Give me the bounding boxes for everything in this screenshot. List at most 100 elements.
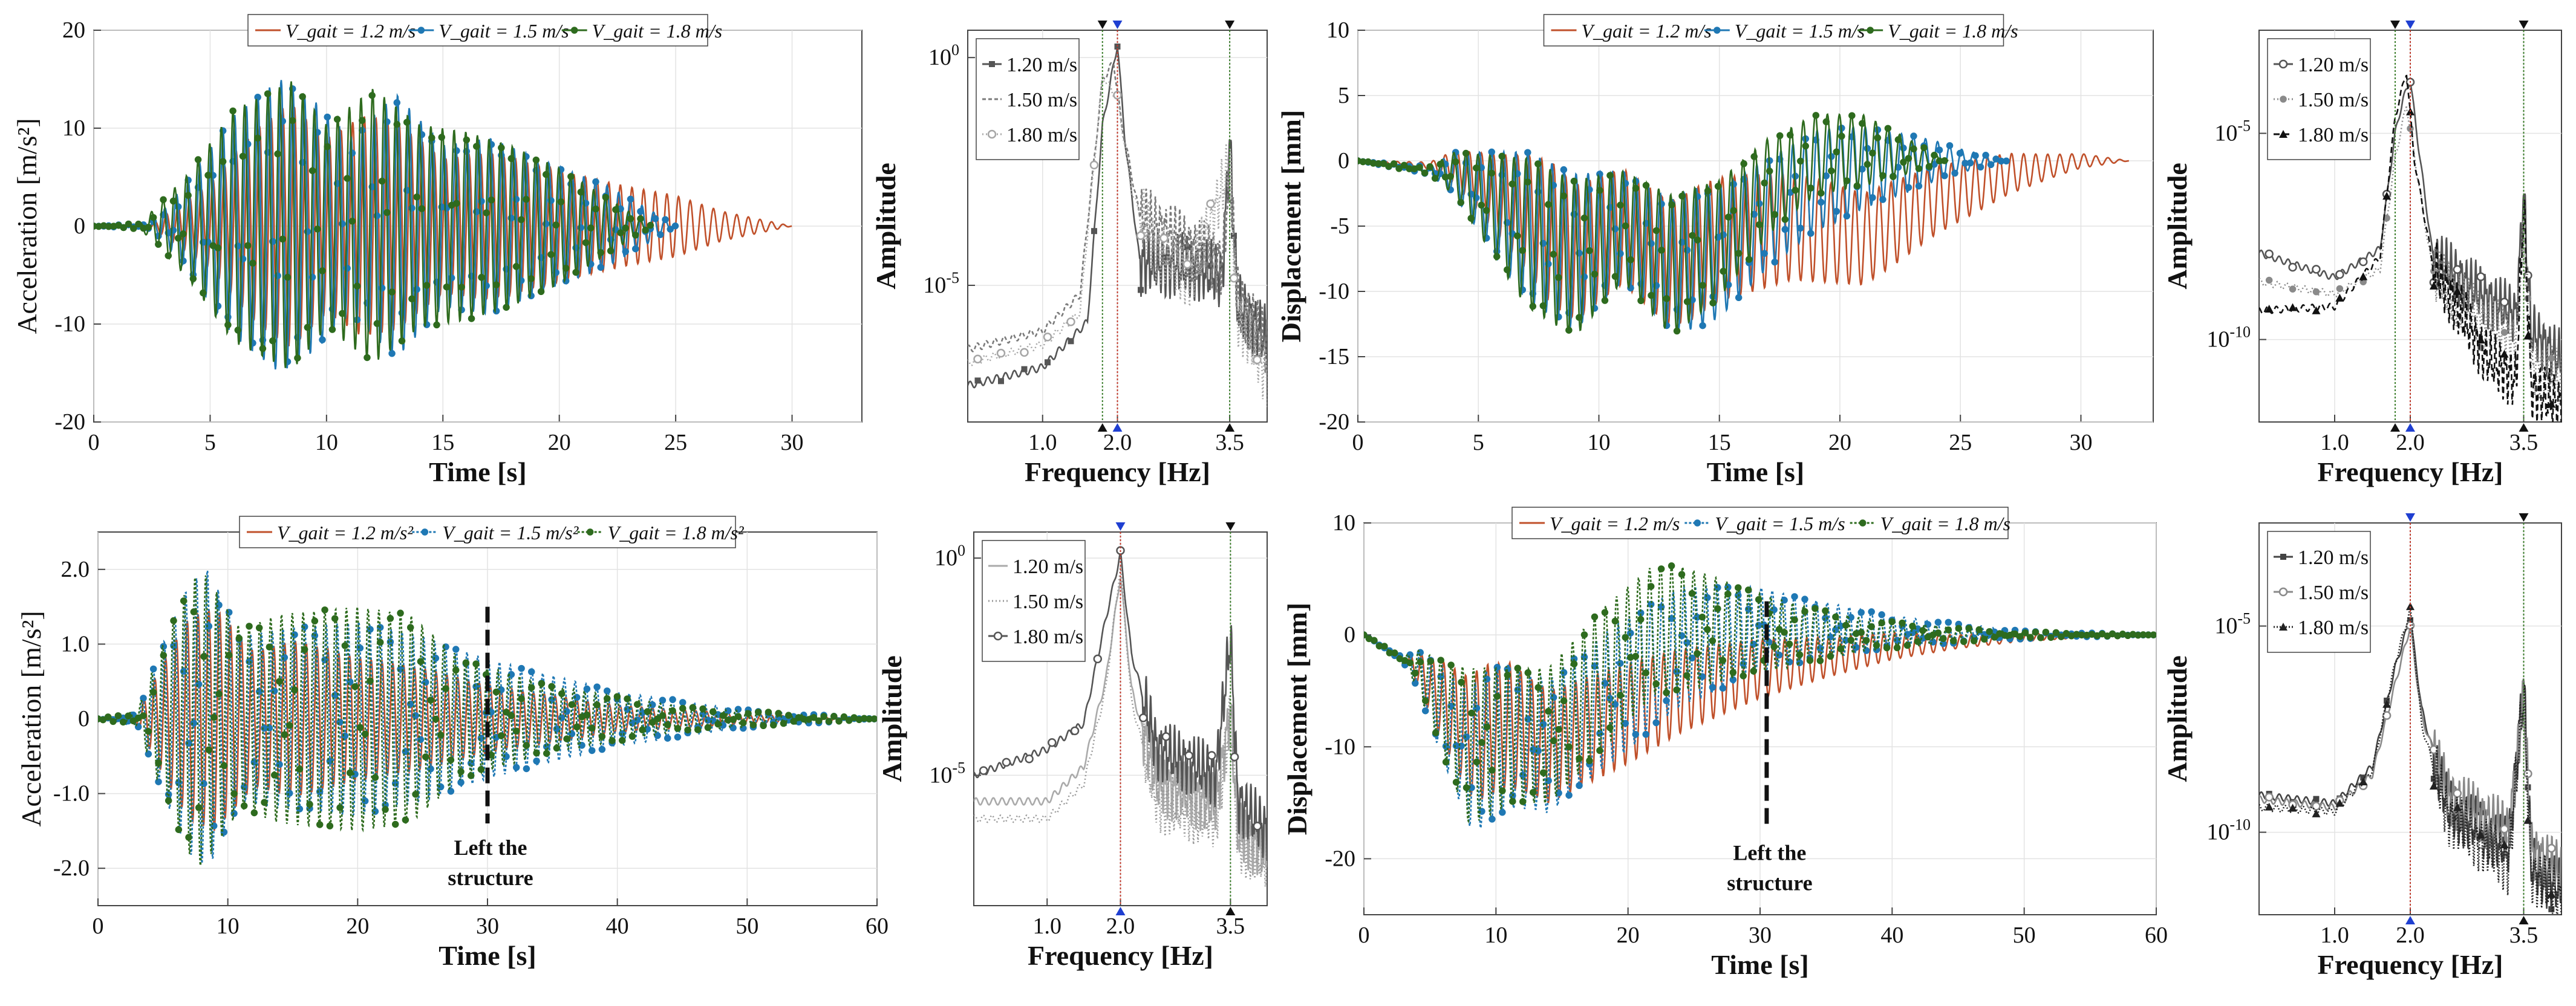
series-marker-3 — [1442, 758, 1450, 766]
series-marker-3 — [1792, 186, 1799, 194]
series-marker-3 — [1894, 136, 1902, 143]
series-marker-2 — [659, 696, 667, 704]
series-marker-2 — [651, 215, 659, 222]
series-marker-2 — [1761, 250, 1768, 257]
series-marker-3 — [1724, 213, 1732, 221]
plot-area — [98, 570, 877, 866]
series-marker-2 — [1915, 182, 1923, 190]
series-marker-3 — [1452, 779, 1460, 786]
series-marker-3 — [1663, 295, 1671, 302]
series-marker-3 — [270, 771, 278, 779]
series-marker-3 — [618, 736, 626, 744]
series-marker-3 — [740, 719, 747, 727]
spectrum-line-2 — [974, 566, 1267, 888]
series-marker-3 — [1395, 165, 1403, 172]
series-marker-3 — [264, 90, 272, 97]
panel-top-left-spectrum: 1.0 2.0 3.5 100 10-5 Frequency [Hz] Amplitude 1… — [870, 21, 1268, 487]
panel-bottom-left-spectrum: 1.0 2.0 3.5 100 10-5 Frequency [Hz] Amplitude 1… — [876, 522, 1268, 971]
series-marker-3 — [170, 617, 177, 625]
series-marker-3 — [1673, 327, 1681, 335]
spectrum-marker-3 — [1159, 233, 1169, 243]
legend-label: 1.20 m/s — [1006, 54, 1077, 76]
series-marker-3 — [1709, 299, 1717, 307]
spectrum-marker-3 — [2476, 336, 2485, 344]
plot-area — [94, 80, 792, 370]
series-marker-3 — [433, 321, 440, 329]
y-tick-label: 1.0 — [61, 631, 90, 657]
series-marker-3 — [785, 712, 792, 719]
series-marker-3 — [472, 660, 480, 667]
series-marker-2 — [1982, 152, 1989, 159]
series-marker-3 — [1890, 173, 1897, 180]
series-marker-3 — [165, 797, 172, 805]
series-marker-3 — [230, 790, 238, 797]
x-tick-label: 3.5 — [2509, 923, 2539, 948]
series-marker-3 — [518, 695, 525, 703]
series-marker-3 — [428, 134, 435, 141]
series-marker-3 — [1903, 641, 1911, 649]
series-marker-3 — [1730, 207, 1737, 215]
spectrum-marker-3 — [1093, 654, 1103, 664]
spectrum-marker-2 — [2548, 354, 2555, 362]
series-marker-3 — [386, 615, 394, 622]
series-marker-3 — [689, 704, 697, 712]
series-marker-3 — [1488, 169, 1495, 177]
series-marker-3 — [1427, 657, 1434, 665]
legend-label: V_gait = 1.2 m/s² — [277, 522, 414, 544]
spectrum-marker-1 — [2335, 270, 2344, 279]
series-marker-3 — [624, 695, 631, 703]
series-marker-3 — [1699, 282, 1706, 289]
series-marker-3 — [119, 718, 127, 726]
annotation-text: structure — [1727, 871, 1812, 895]
series-marker-3 — [563, 735, 570, 742]
spectrum-marker-3 — [2476, 831, 2485, 839]
x-tick-label: 0 — [88, 430, 100, 455]
series-marker-3 — [642, 226, 649, 234]
series-marker-3 — [1570, 660, 1578, 667]
series-marker-3 — [467, 772, 475, 779]
series-marker-3 — [634, 701, 641, 708]
x-tick-label: 40 — [1880, 923, 1903, 948]
series-marker-3 — [1847, 637, 1855, 644]
series-marker-3 — [1910, 145, 1917, 153]
series-marker-2 — [1987, 161, 1995, 169]
x-tick-label: 2.0 — [2396, 430, 2425, 455]
peak-marker-top — [1225, 522, 1236, 531]
series-line-3 — [1358, 111, 1949, 334]
series-marker-2 — [1807, 230, 1815, 237]
series-marker-3 — [1719, 657, 1727, 664]
series-marker-3 — [537, 288, 545, 295]
x-tick-label: 3.5 — [1215, 430, 1244, 455]
y-tick-label: 100 — [928, 41, 959, 70]
series-marker-3 — [547, 251, 555, 258]
series-marker-3 — [240, 802, 248, 810]
series-marker-3 — [1622, 222, 1629, 230]
series-marker-3 — [1473, 758, 1481, 766]
series-marker-2 — [523, 765, 530, 773]
series-marker-3 — [261, 799, 268, 806]
series-marker-3 — [1960, 638, 1968, 645]
spectrum-marker-3 — [1113, 91, 1122, 100]
series-marker-3 — [341, 642, 349, 649]
series-marker-2 — [1878, 611, 1885, 618]
spectrum-marker-1 — [2453, 265, 2462, 274]
series-marker-3 — [1519, 247, 1527, 255]
series-marker-3 — [1391, 649, 1398, 657]
series-marker-3 — [413, 193, 420, 201]
series-marker-3 — [523, 195, 530, 203]
series-marker-3 — [1694, 650, 1701, 657]
legend-marker — [2280, 96, 2287, 103]
series-marker-3 — [1580, 631, 1588, 638]
series-marker-3 — [709, 708, 717, 716]
y-tick-label: 0 — [74, 213, 85, 239]
series-marker-3 — [1801, 608, 1808, 615]
series-marker-3 — [1462, 149, 1470, 157]
series-marker-3 — [1842, 621, 1850, 629]
spectrum-marker-3 — [2429, 281, 2438, 290]
series-marker-3 — [1864, 161, 1871, 168]
series-marker-3 — [659, 712, 667, 719]
spectrum-marker-3 — [2359, 777, 2368, 785]
series-marker-3 — [447, 756, 455, 764]
series-marker-3 — [1539, 302, 1547, 310]
